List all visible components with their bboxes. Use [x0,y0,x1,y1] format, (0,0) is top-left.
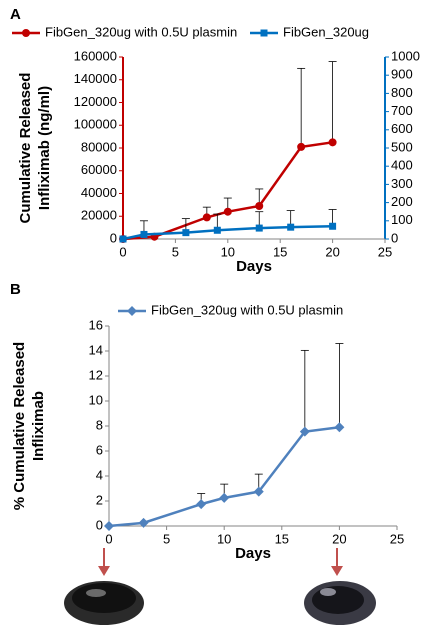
y-tick-label: 140000 [74,71,117,86]
x-tick-label: 5 [172,244,179,259]
photo-right [304,548,376,625]
y2-tick-label: 100 [391,212,413,227]
marker [138,517,149,528]
error-bar [297,67,306,147]
y2-tick-label: 500 [391,139,413,154]
y2-tick-label: 1000 [391,48,420,63]
y-tick-label: 14 [89,342,103,357]
photo-left [64,548,144,625]
panel-label: B [10,281,21,298]
y-tick-label: 2 [96,492,103,507]
y-axis-label: Infliximab (ng/ml) [36,86,53,210]
x-tick-label: 20 [332,531,346,546]
y2-tick-label: 800 [391,85,413,100]
x-tick-label: 5 [163,531,170,546]
marker [329,222,337,230]
error-bar [335,343,344,428]
marker [22,29,30,37]
legend-label: FibGen_320ug [283,24,369,39]
y2-tick-label: 0 [391,230,398,245]
y2-tick-label: 600 [391,121,413,136]
x-tick-label: 10 [217,531,231,546]
marker [202,213,211,222]
series-line [108,426,340,528]
y-tick-label: 100000 [74,117,117,132]
legend-label: FibGen_320ug with 0.5U plasmin [151,302,343,317]
y-tick-label: 160000 [74,48,117,63]
y-tick-label: 20000 [81,208,117,223]
series-line [122,141,333,241]
marker [182,229,190,237]
marker [328,138,337,147]
y-tick-label: 0 [110,230,117,245]
marker [255,202,264,211]
y-axis-label: Infliximab [30,391,47,461]
x-tick-label: 15 [275,531,289,546]
x-tick-label: 10 [221,244,235,259]
y2-tick-label: 300 [391,176,413,191]
y-tick-label: 4 [96,467,103,482]
y-tick-label: 16 [89,317,103,332]
marker [219,492,230,503]
x-tick-label: 15 [273,244,287,259]
y-tick-label: 60000 [81,162,117,177]
marker [213,226,221,234]
y2-tick-label: 700 [391,103,413,118]
marker [299,426,310,437]
x-tick-label: 25 [390,531,404,546]
error-bar [328,61,337,143]
marker [253,486,264,497]
y-tick-label: 6 [96,442,103,457]
y-axis-label: % Cumulative Released [11,342,28,510]
x-axis-label: Days [235,545,271,562]
marker [287,223,295,231]
marker [140,230,148,238]
y-tick-label: 10 [89,392,103,407]
x-axis-label: Days [236,258,272,275]
marker [297,142,306,151]
marker [196,499,207,510]
x-tick-label: 0 [105,531,112,546]
marker [260,29,268,37]
marker [119,235,127,243]
marker [334,422,345,433]
y2-tick-label: 900 [391,67,413,82]
marker [104,521,114,531]
legend-label: FibGen_320ug with 0.5U plasmin [45,24,237,39]
marker [255,224,263,232]
y2-tick-label: 200 [391,194,413,209]
marker [223,207,232,216]
y-tick-label: 0 [96,517,103,532]
y2-tick-label: 400 [391,158,413,173]
panel-label: A [10,6,21,23]
y-tick-label: 80000 [81,139,117,154]
y-tick-label: 40000 [81,185,117,200]
x-tick-label: 25 [378,244,392,259]
x-tick-label: 20 [325,244,339,259]
marker [127,306,137,316]
error-bar [300,349,309,432]
y-tick-label: 12 [89,367,103,382]
x-tick-label: 0 [119,244,126,259]
y-tick-label: 120000 [74,94,117,109]
y-tick-label: 8 [96,417,103,432]
y-axis-label: Cumulative Released [17,73,34,224]
